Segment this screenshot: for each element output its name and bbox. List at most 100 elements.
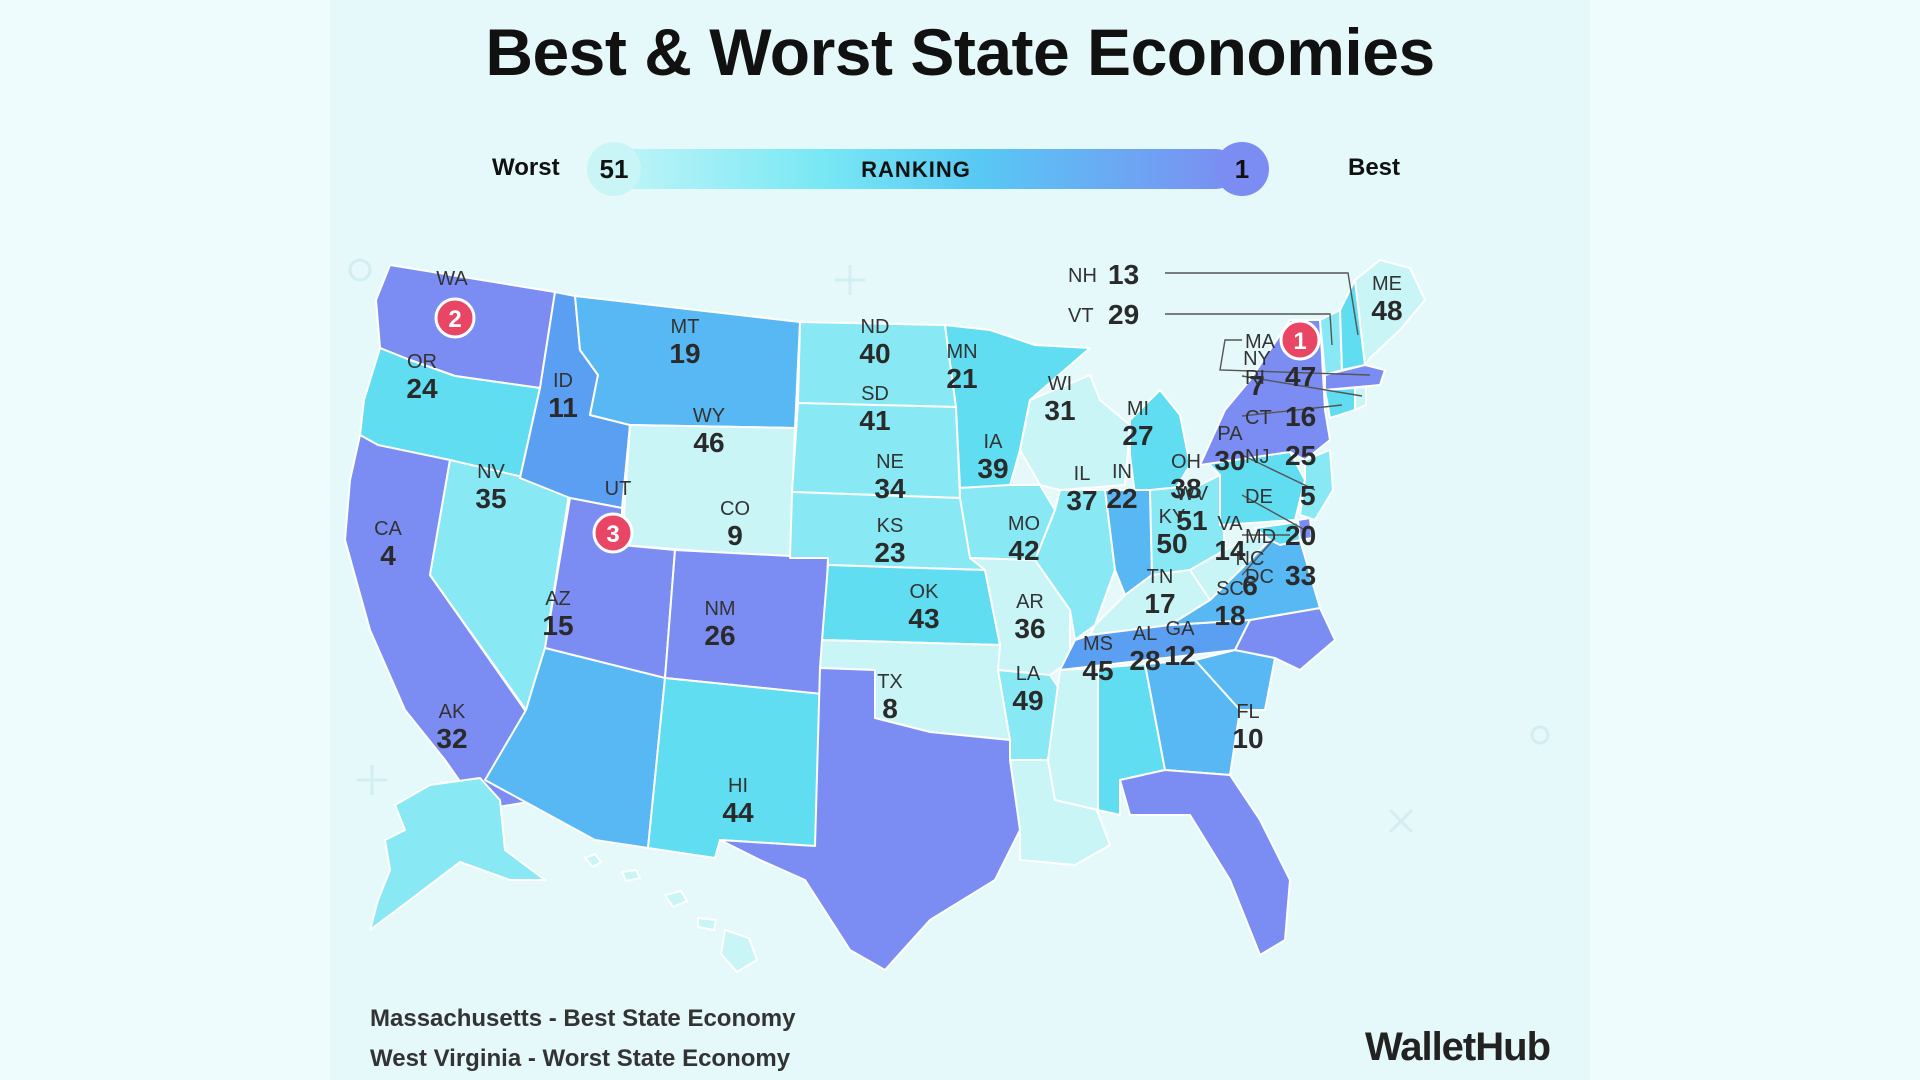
- state-abbr-LA: LA: [1016, 663, 1041, 685]
- state-MD[interactable]: [1254, 521, 1301, 546]
- state-rank-AK: 32: [436, 723, 467, 754]
- leader-NH: [1165, 272, 1359, 336]
- callout-abbr-NJ: NJ: [1245, 446, 1269, 468]
- leader-RI: [1241, 375, 1363, 397]
- state-abbr-NC: NC: [1236, 548, 1265, 570]
- state-abbr-CO: CO: [720, 498, 750, 520]
- rank-badge-WA-value: 2: [448, 306, 461, 333]
- footer-best-note: Massachusetts - Best State Economy: [370, 1005, 796, 1032]
- leader-DC: [1241, 537, 1276, 576]
- rank-badge-MA: [1279, 319, 1321, 361]
- state-HI[interactable]: [584, 853, 758, 973]
- deco-circle: [1530, 725, 1550, 745]
- state-CO[interactable]: [664, 549, 829, 695]
- callout-rank-DC: 33: [1285, 560, 1316, 591]
- state-abbr-TX: TX: [877, 671, 903, 693]
- leader-VT: [1165, 313, 1333, 346]
- state-rank-GA: 12: [1164, 640, 1195, 671]
- state-abbr-FL: FL: [1236, 701, 1259, 723]
- state-abbr-SD: SD: [861, 383, 889, 405]
- callout-abbr-RI: RI: [1245, 367, 1265, 389]
- callout-abbr-DC: DC: [1245, 566, 1274, 588]
- state-rank-ID: 11: [548, 392, 578, 423]
- state-rank-AR: 36: [1014, 613, 1045, 644]
- state-abbr-AL: AL: [1133, 623, 1157, 645]
- state-MA[interactable]: [1324, 364, 1386, 391]
- legend-gradient-bar: RANKING: [596, 149, 1236, 189]
- state-rank-MT: 19: [669, 338, 700, 369]
- state-abbr-OR: OR: [407, 351, 437, 373]
- state-WI[interactable]: [1019, 374, 1131, 491]
- state-abbr-AR: AR: [1016, 591, 1044, 613]
- state-rank-AZ: 15: [542, 610, 573, 641]
- state-abbr-NE: NE: [876, 451, 904, 473]
- state-abbr-CA: CA: [374, 518, 402, 540]
- state-abbr-VA: VA: [1217, 513, 1243, 535]
- state-abbr-ME: ME: [1372, 273, 1402, 295]
- state-rank-MI: 27: [1122, 420, 1153, 451]
- state-labels: WA2OR24CA4NV35ID11MT19WY46UT3CO9AZ15NM26…: [374, 259, 1402, 828]
- right-margin: [1590, 0, 1920, 1080]
- state-abbr-SC: SC: [1216, 578, 1244, 600]
- state-rank-TN: 17: [1144, 588, 1175, 619]
- state-MS[interactable]: [1047, 667, 1099, 811]
- state-TX[interactable]: [719, 667, 1021, 971]
- state-rank-NY: 7: [1249, 370, 1265, 401]
- state-ME[interactable]: [1354, 259, 1426, 366]
- leader-CT: [1241, 404, 1343, 417]
- deco-plus: [835, 265, 865, 295]
- state-abbr-WY: WY: [693, 405, 725, 427]
- callout-rank-NH: 13: [1108, 259, 1139, 290]
- state-rank-MN: 21: [946, 363, 977, 394]
- state-abbr-MO: MO: [1008, 513, 1040, 535]
- callout-abbr-MD: MD: [1245, 526, 1276, 548]
- state-abbr-OH: OH: [1171, 451, 1201, 473]
- state-abbr-MS: MS: [1083, 633, 1113, 655]
- state-rank-NC: 6: [1242, 570, 1258, 601]
- state-rank-MS: 45: [1082, 655, 1113, 686]
- callout-abbr-VT: VT: [1068, 305, 1094, 327]
- state-rank-TX: 8: [882, 693, 898, 724]
- state-rank-IA: 39: [977, 453, 1008, 484]
- callout-abbr-CT: CT: [1245, 407, 1272, 429]
- state-FL[interactable]: [1119, 769, 1291, 956]
- state-rank-OH: 38: [1170, 473, 1201, 504]
- state-rank-WY: 46: [693, 427, 724, 458]
- state-rank-ME: 48: [1371, 295, 1402, 326]
- state-rank-PA: 30: [1214, 445, 1245, 476]
- state-rank-MO: 42: [1008, 535, 1039, 566]
- left-margin: [0, 0, 330, 1080]
- state-abbr-MI: MI: [1127, 398, 1149, 420]
- state-abbr-IL: IL: [1074, 463, 1091, 485]
- state-abbr-IA: IA: [984, 431, 1004, 453]
- state-GA[interactable]: [1144, 659, 1241, 776]
- state-AK[interactable]: [369, 777, 546, 931]
- callout-rank-NJ: 25: [1285, 440, 1316, 471]
- state-abbr-KY: KY: [1159, 506, 1186, 528]
- state-rank-IN: 22: [1106, 483, 1137, 514]
- state-rank-NV: 35: [475, 483, 506, 514]
- ranking-legend: Worst RANKING 51 1 Best: [330, 140, 1590, 200]
- state-RI[interactable]: [1354, 386, 1367, 411]
- leader-MA: [1219, 339, 1371, 376]
- state-abbr-IN: IN: [1112, 461, 1132, 483]
- state-NM[interactable]: [647, 677, 823, 859]
- state-NJ[interactable]: [1299, 449, 1334, 521]
- state-abbr-KS: KS: [877, 515, 904, 537]
- footer-worst-note: West Virginia - Worst State Economy: [370, 1045, 791, 1072]
- state-abbr-UT: UT: [605, 478, 632, 500]
- state-abbr-NY: NY: [1243, 348, 1271, 370]
- state-abbr-NM: NM: [704, 598, 735, 620]
- state-abbr-TN: TN: [1147, 566, 1174, 588]
- leader-DE: [1241, 494, 1306, 531]
- state-MI[interactable]: [1129, 389, 1191, 496]
- state-abbr-MT: MT: [671, 316, 700, 338]
- rank-badge-UT: [592, 512, 634, 554]
- state-abbr-WV: WV: [1176, 483, 1209, 505]
- legend-worst-label: Worst: [492, 154, 560, 181]
- state-SC[interactable]: [1194, 649, 1276, 711]
- state-abbr-HI: HI: [728, 775, 748, 797]
- state-rank-LA: 49: [1012, 685, 1043, 716]
- state-abbr-AZ: AZ: [545, 588, 571, 610]
- state-rank-CA: 4: [380, 540, 396, 571]
